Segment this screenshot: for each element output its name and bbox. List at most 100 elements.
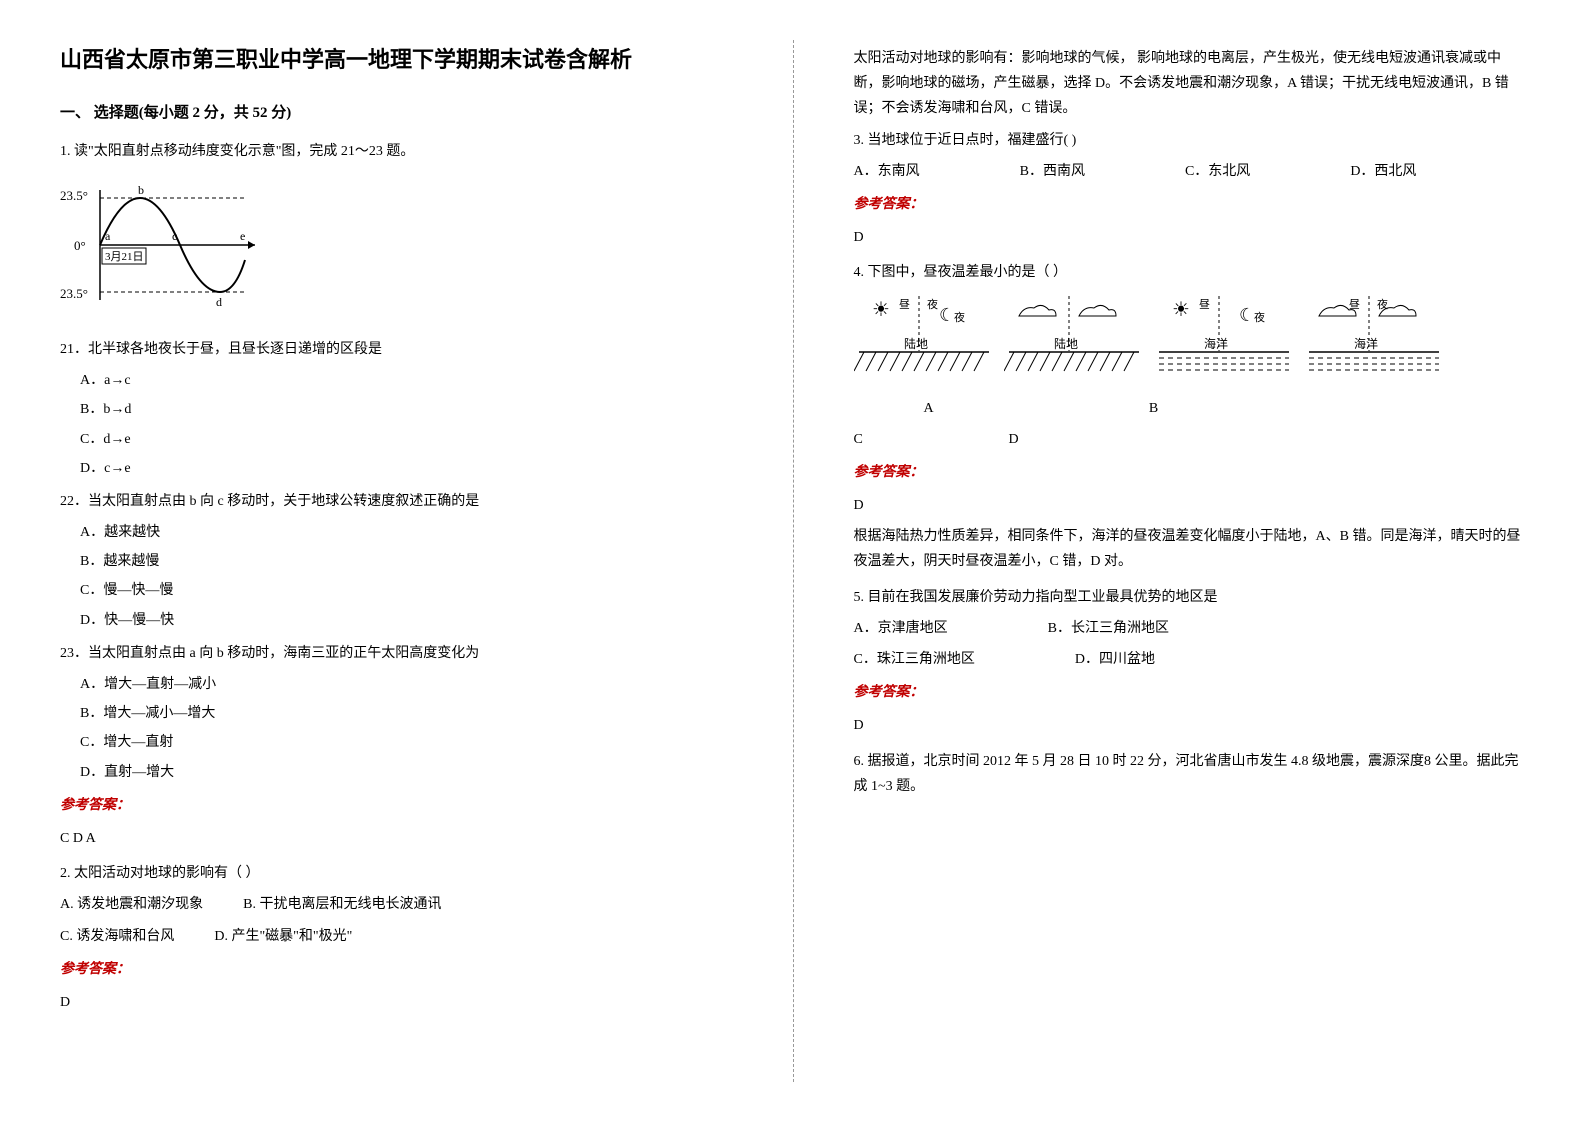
- xlabel: 3月21日: [105, 251, 144, 263]
- q2-opt-b: B. 干扰电离层和无线电长波通讯: [243, 892, 441, 917]
- hatching: [854, 352, 984, 371]
- question-5: 5. 目前在我国发展廉价劳动力指向型工业最具优势的地区是 A．京津唐地区 B．长…: [854, 585, 1528, 739]
- hatching: [1004, 352, 1134, 371]
- q2-answer-label: 参考答案：: [60, 957, 733, 982]
- q5-stem: 5. 目前在我国发展廉价劳动力指向型工业最具优势的地区是: [854, 585, 1528, 610]
- moon-icon: ☾: [1239, 305, 1255, 325]
- sub21-opt-d: D．c→e: [80, 456, 733, 481]
- q6-stem: 6. 据报道，北京时间 2012 年 5 月 28 日 10 时 22 分，河北…: [854, 749, 1528, 799]
- q3-answer: D: [854, 225, 1528, 250]
- sub23-opt-c: C．增大—直射: [80, 730, 733, 755]
- q4-labels-row1: A B: [854, 396, 1528, 421]
- q5-row1: A．京津唐地区 B．长江三角洲地区: [854, 616, 1528, 641]
- pt-a: a: [105, 229, 111, 243]
- q2-row1: A. 诱发地震和潮汐现象 B. 干扰电离层和无线电长波通讯: [60, 892, 733, 917]
- q3-opt-b: B．西南风: [1020, 159, 1085, 184]
- q5-opt-c: C．珠江三角洲地区: [854, 647, 975, 672]
- q4-diagram-c: ☀ 昼 ☾ 夜 海洋: [1154, 296, 1294, 386]
- ylabel-mid: 0°: [74, 238, 86, 253]
- sub21-opt-b: B．b→d: [80, 397, 733, 422]
- q4-label-b: B: [1004, 396, 1304, 421]
- sub22-opt-d: D．快—慢—快: [80, 608, 733, 633]
- q5-row2: C．珠江三角洲地区 D．四川盆地: [854, 647, 1528, 672]
- q4-diagrams: ☀ 昼 夜 ☾ 夜 陆地: [854, 296, 1528, 386]
- sub23-stem: 23．当太阳直射点由 a 向 b 移动时，海南三亚的正午太阳高度变化为: [60, 641, 733, 666]
- day-label: 昼: [1199, 298, 1210, 311]
- moon-icon: ☾: [939, 305, 955, 325]
- sub21-opt-c: C．d→e: [80, 427, 733, 452]
- sub21-opt-a: A．a→c: [80, 368, 733, 393]
- land-label: 陆地: [1054, 336, 1078, 351]
- q3-stem: 3. 当地球位于近日点时，福建盛行( ): [854, 128, 1528, 153]
- cloud-icon: [1019, 305, 1056, 316]
- sub22-opt-c: C．慢—快—慢: [80, 578, 733, 603]
- section-heading: 一、 选择题(每小题 2 分，共 52 分): [60, 100, 733, 127]
- q3-answer-label: 参考答案：: [854, 192, 1528, 217]
- q1-sub23: 23．当太阳直射点由 a 向 b 移动时，海南三亚的正午太阳高度变化为 A．增大…: [60, 641, 733, 785]
- q4-label-a: A: [854, 396, 1004, 421]
- q2-opt-c: C. 诱发海啸和台风: [60, 924, 174, 949]
- q1-sub22: 22．当太阳直射点由 b 向 c 移动时，关于地球公转速度叙述正确的是 A．越来…: [60, 489, 733, 633]
- q4-stem: 4. 下图中，昼夜温差最小的是（ ）: [854, 260, 1528, 285]
- night-text: 夜: [1254, 310, 1265, 324]
- day-label: 昼: [899, 298, 910, 311]
- sea-label: 海洋: [1204, 336, 1228, 351]
- sub23-opt-d: D．直射—增大: [80, 760, 733, 785]
- q5-opt-a: A．京津唐地区: [854, 616, 948, 641]
- q3-opt-a: A．东南风: [854, 159, 920, 184]
- q1-sub21: 21．北半球各地夜长于昼，且昼长逐日递增的区段是 A．a→c B．b→d C．d…: [60, 337, 733, 481]
- q5-answer: D: [854, 713, 1528, 738]
- question-3: 3. 当地球位于近日点时，福建盛行( ) A．东南风 B．西南风 C．东北风 D…: [854, 128, 1528, 251]
- q1-stem: 1. 读"太阳直射点移动纬度变化示意"图，完成 21～23 题。: [60, 139, 733, 164]
- q5-opt-b: B．长江三角洲地区: [1048, 616, 1169, 641]
- q3-opt-d: D．西北风: [1350, 159, 1416, 184]
- ylabel-top: 23.5°: [60, 188, 88, 203]
- sun-icon: ☀: [1172, 299, 1190, 321]
- q4-explain: 根据海陆热力性质差异，相同条件下，海洋的昼夜温差变化幅度小于陆地，A、B 错。同…: [854, 524, 1528, 574]
- q4-labels-row2: C D: [854, 427, 1528, 452]
- q2-stem: 2. 太阳活动对地球的影响有（ ）: [60, 861, 733, 886]
- sun-icon: ☀: [872, 299, 890, 321]
- ylabel-bot: 23.5°: [60, 286, 88, 301]
- night-text: 夜: [954, 310, 965, 324]
- page-title: 山西省太原市第三职业中学高一地理下学期期末试卷含解析: [60, 40, 733, 80]
- q1-answer-label: 参考答案：: [60, 793, 733, 818]
- q4-answer: D: [854, 493, 1528, 518]
- q3-options: A．东南风 B．西南风 C．东北风 D．西北风: [854, 159, 1528, 184]
- question-2: 2. 太阳活动对地球的影响有（ ） A. 诱发地震和潮汐现象 B. 干扰电离层和…: [60, 861, 733, 1015]
- x-arrow: [248, 241, 255, 249]
- sub22-opt-a: A．越来越快: [80, 520, 733, 545]
- q2-opt-a: A. 诱发地震和潮汐现象: [60, 892, 203, 917]
- pt-c: c: [172, 229, 177, 243]
- pt-b: b: [138, 183, 144, 197]
- right-column: 太阳活动对地球的影响有：影响地球的气候， 影响地球的电离层，产生极光，使无线电短…: [794, 40, 1587, 1082]
- q2-answer: D: [60, 990, 733, 1015]
- left-column: 山西省太原市第三职业中学高一地理下学期期末试卷含解析 一、 选择题(每小题 2 …: [0, 40, 794, 1082]
- q2-opt-d: D. 产生"磁暴"和"极光": [214, 924, 352, 949]
- q4-diagram-d: 昼 夜 海洋: [1304, 296, 1444, 386]
- question-4: 4. 下图中，昼夜温差最小的是（ ） ☀ 昼 夜 ☾ 夜 陆地: [854, 260, 1528, 574]
- sea-label: 海洋: [1354, 336, 1378, 351]
- q5-opt-d: D．四川盆地: [1075, 647, 1155, 672]
- q4-diagram-a: ☀ 昼 夜 ☾ 夜 陆地: [854, 296, 994, 386]
- q3-opt-c: C．东北风: [1185, 159, 1250, 184]
- sub23-opt-a: A．增大—直射—减小: [80, 672, 733, 697]
- pt-d: d: [216, 295, 222, 309]
- q2-row2: C. 诱发海啸和台风 D. 产生"磁暴"和"极光": [60, 924, 733, 949]
- day-label: 昼: [1349, 298, 1360, 311]
- q4-label-d: D: [874, 427, 1154, 452]
- sub22-opt-b: B．越来越慢: [80, 549, 733, 574]
- q5-answer-label: 参考答案：: [854, 680, 1528, 705]
- q2-explain: 太阳活动对地球的影响有：影响地球的气候， 影响地球的电离层，产生极光，使无线电短…: [854, 46, 1528, 122]
- sub22-stem: 22．当太阳直射点由 b 向 c 移动时，关于地球公转速度叙述正确的是: [60, 489, 733, 514]
- sub21-stem: 21．北半球各地夜长于昼，且昼长逐日递增的区段是: [60, 337, 733, 362]
- question-1: 1. 读"太阳直射点移动纬度变化示意"图，完成 21～23 题。 23.5° 0…: [60, 139, 733, 852]
- land-label: 陆地: [904, 336, 928, 351]
- q1-figure: 23.5° 0° 23.5° a b c d e 3月2: [60, 180, 260, 319]
- q4-answer-label: 参考答案：: [854, 460, 1528, 485]
- q4-label-c: C: [854, 427, 874, 452]
- pt-e: e: [240, 229, 245, 243]
- cloud-icon: [1079, 305, 1116, 316]
- question-6: 6. 据报道，北京时间 2012 年 5 月 28 日 10 时 22 分，河北…: [854, 749, 1528, 799]
- q4-diagram-b: 陆地: [1004, 296, 1144, 386]
